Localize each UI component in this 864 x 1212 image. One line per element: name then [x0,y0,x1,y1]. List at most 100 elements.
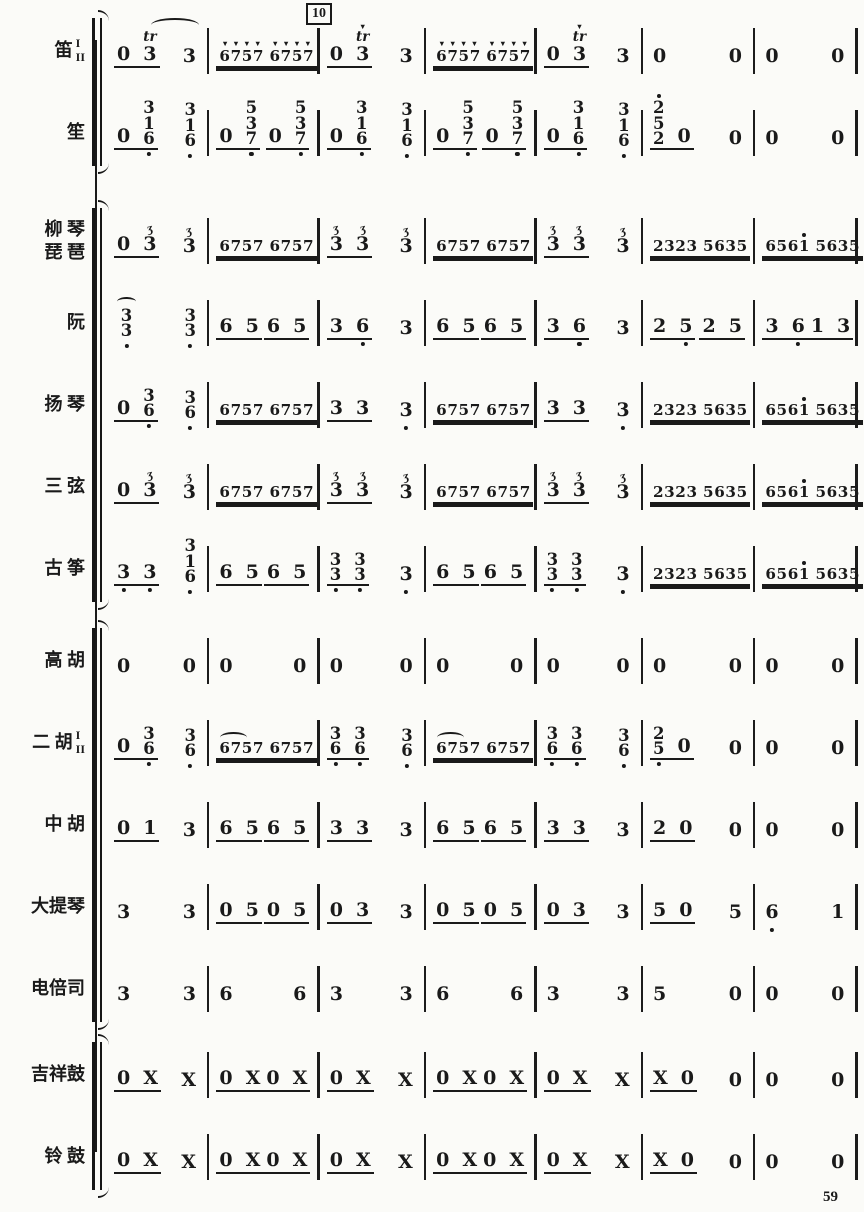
note-digit: 2 [702,317,715,336]
digits: 3 [400,985,413,1004]
digits: 0 [330,901,343,920]
note-digit: 0 [436,657,449,676]
digit: 3 [399,481,413,503]
accent-icon: ▼ [232,38,240,48]
digit: 3 [765,315,779,337]
note-digit: 3 [183,903,196,922]
note-digit: 5 [510,317,523,336]
digit: 0 [679,817,693,839]
digit: 0 [728,45,742,67]
accent-icon: ▼ [520,38,529,48]
digit: 0 [117,43,131,65]
beam-group: 6 [433,985,452,1006]
note-digit: 0 [485,127,498,146]
digit: X [292,1149,308,1171]
barline [317,300,320,346]
note-digit: 0 [547,657,560,676]
accent-icon: ▼ [459,38,468,48]
digits: 3 [356,901,369,920]
digit: 7 [230,400,242,419]
barline [317,966,320,1012]
digits: 0 [117,235,130,254]
digits: 0 [117,737,130,756]
digits: 3 [573,901,586,920]
instrument-label: 笙 [0,121,90,144]
digit: 5 [508,738,520,757]
digit: 7 [252,482,264,501]
barline [855,382,858,428]
instrument-label: 二 胡 I II [0,728,90,757]
note-digit: 3 [547,399,560,418]
chord-digit: 6 [401,130,413,150]
digit: 3 [546,315,560,337]
digit: 6 [486,236,497,255]
digit: X [398,1151,413,1173]
digit: 3 [399,45,413,67]
digit: 0 [546,1067,560,1089]
digit: 0 [765,1069,779,1091]
beam-group: 3 [114,903,133,924]
note-digit: 3 [356,399,369,418]
chord-digit: 3 [329,564,342,584]
barline [317,1134,320,1180]
chord-digit: 3 [618,100,630,120]
digit: 3 [399,563,413,585]
part-number: I [75,728,81,743]
digit: 6 [219,400,230,419]
digit: 6 [765,482,776,501]
digits: 3 [616,903,629,922]
digit: 6 [765,901,779,923]
digit: 7 [497,400,509,419]
digits: 0 [765,1153,778,1172]
digit: 0 [329,899,344,921]
digits: 1 [811,317,824,336]
digit: 5 [293,899,307,921]
beam-group: 0 [828,1071,847,1092]
note-digit: 5 [246,317,259,336]
digit: 3 [686,482,698,501]
barline [752,546,756,592]
digit: 5 [679,315,693,337]
digit: 5 [509,899,524,921]
digits: 5 [246,563,259,582]
instrument-name: 笙 [67,122,85,143]
barline [317,110,320,156]
digit: 1 [798,400,810,419]
digit: 0 [831,819,845,841]
barline [207,28,210,74]
digit: 7 [469,236,481,255]
digit: 0 [117,233,131,255]
digits: X [293,1151,308,1170]
digits: 3 [400,237,413,256]
